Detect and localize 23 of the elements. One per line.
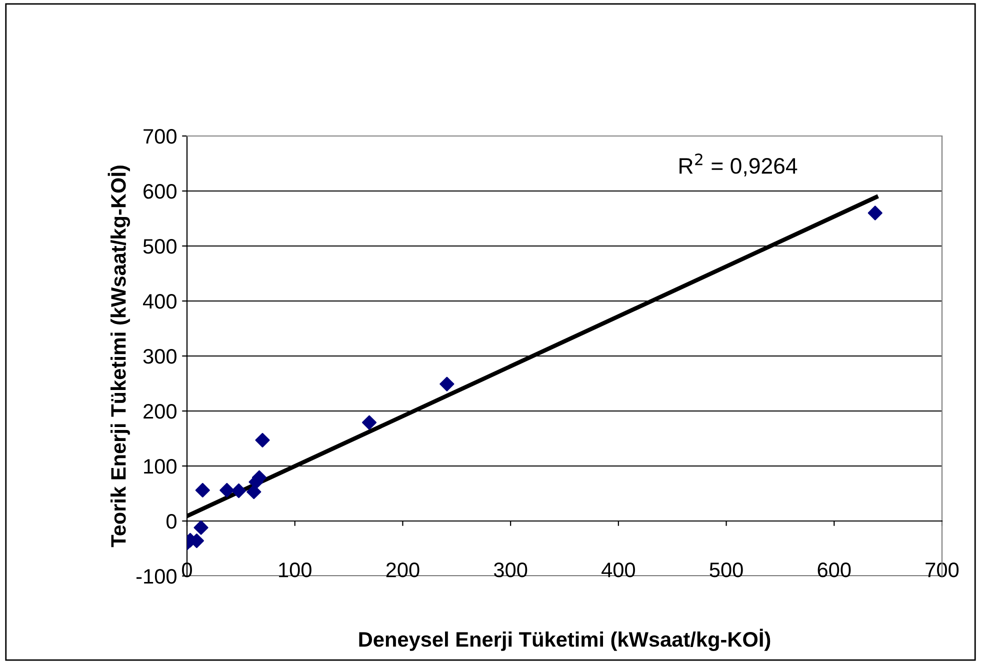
point xyxy=(868,206,882,220)
y-tick-label: 600 xyxy=(144,184,176,199)
point xyxy=(255,432,270,448)
y-tick-label: 0 xyxy=(166,514,176,529)
x-tick-label: 400 xyxy=(602,562,635,578)
y-tick-label: -100 xyxy=(136,569,176,584)
y-tick-label: 100 xyxy=(144,459,176,474)
point xyxy=(220,482,234,498)
y-tick-label: 400 xyxy=(143,294,176,309)
point xyxy=(362,415,377,430)
point xyxy=(195,482,210,498)
y-tick-label: 300 xyxy=(143,349,176,364)
point xyxy=(246,484,262,500)
point xyxy=(194,520,208,535)
y-tick-label: 200 xyxy=(144,404,176,419)
x-tick-label: 700 xyxy=(926,562,959,578)
x-axis-title: Deneysel Enerji Tüketimi (kWsaat/kg-KOİ) xyxy=(359,628,770,652)
y-tick-label: 500 xyxy=(143,239,176,254)
annotation: R$^{2}$ = 0,9264 xyxy=(680,154,798,176)
y-tick-label: 700 xyxy=(144,129,176,144)
y-axis-title: Teorik Enerji Tüketimi (kWsaat/kg-KOİ) xyxy=(108,166,130,548)
point xyxy=(440,376,454,392)
point xyxy=(231,483,246,498)
